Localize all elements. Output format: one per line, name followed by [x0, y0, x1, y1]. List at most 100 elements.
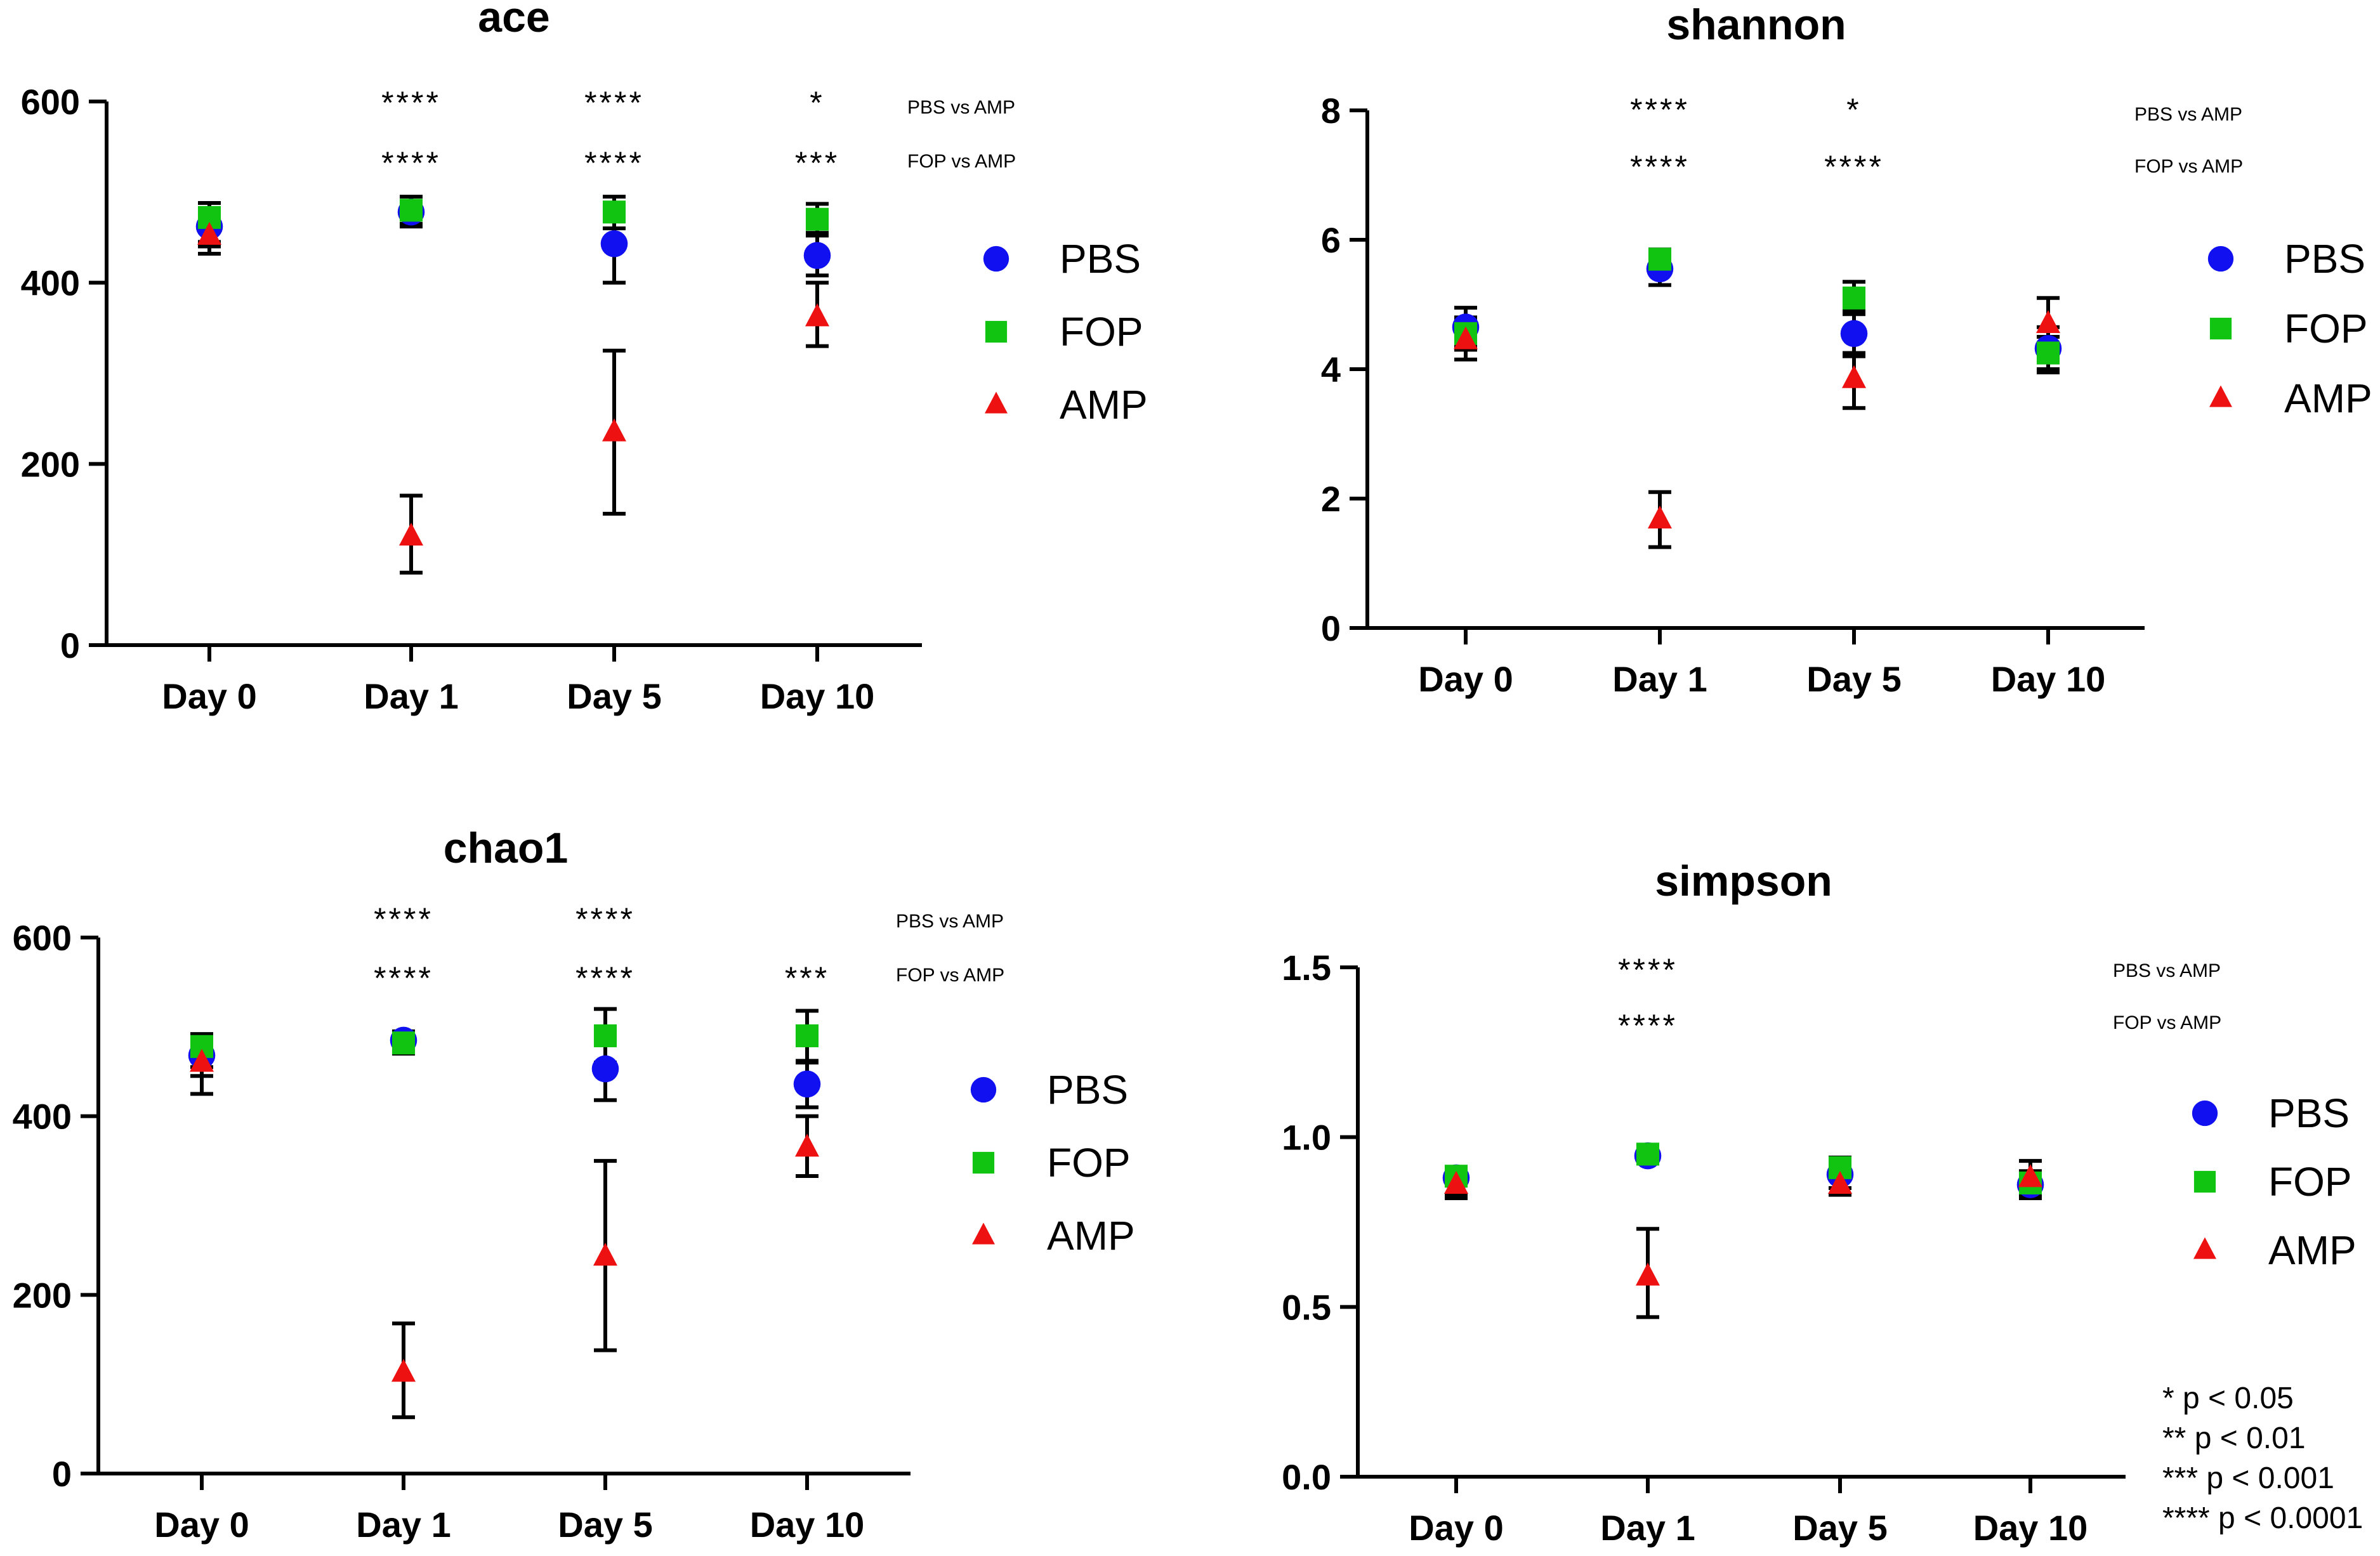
y-tick-label: 1.5: [1282, 948, 1331, 988]
legend-marker-pbs: [2207, 245, 2234, 272]
data-point-amp: [805, 303, 829, 327]
legend-marker-fop: [2193, 1170, 2216, 1193]
y-tick-label: 400: [13, 1097, 72, 1137]
x-tick-label: Day 5: [558, 1505, 652, 1545]
comparison-label: FOP vs AMP: [2134, 156, 2243, 177]
significance-mark: ***: [785, 960, 829, 996]
legend-marker-fop: [972, 1151, 995, 1174]
x-tick-label: Day 1: [1600, 1508, 1695, 1548]
data-point-fop: [1648, 247, 1672, 271]
legend-label: AMP: [1060, 382, 1148, 428]
y-tick-label: 600: [21, 82, 80, 122]
footnote-line: * p < 0.05: [2162, 1382, 2294, 1415]
legend-label: AMP: [1047, 1213, 1135, 1259]
data-point-amp: [1648, 505, 1672, 529]
significance-mark: ****: [381, 85, 441, 121]
data-point-amp: [593, 1243, 617, 1266]
data-point-amp: [2036, 310, 2060, 334]
legend-marker-amp: [2193, 1237, 2216, 1259]
comparison-label: PBS vs AMP: [2113, 960, 2221, 981]
y-tick-label: 0: [1321, 608, 1341, 648]
comparison-label: FOP vs AMP: [896, 965, 1004, 986]
y-tick-label: 1.0: [1282, 1118, 1331, 1158]
legend-label: PBS: [2284, 236, 2365, 282]
data-point-amp: [602, 418, 626, 441]
data-point-amp: [795, 1134, 819, 1157]
significance-mark: ****: [1618, 952, 1678, 988]
data-point-amp: [1842, 365, 1866, 388]
data-point-pbs: [600, 230, 628, 258]
y-tick-label: 0: [52, 1454, 72, 1494]
significance-mark: ****: [1824, 149, 1884, 185]
y-tick-label: 0.0: [1282, 1457, 1331, 1497]
significance-mark: ****: [381, 145, 441, 181]
x-tick-label: Day 0: [162, 676, 256, 716]
data-point-fop: [1636, 1142, 1660, 1166]
data-point-fop: [805, 207, 829, 231]
footnote-line: **** p < 0.0001: [2162, 1501, 2363, 1535]
legend-label: PBS: [1047, 1067, 1128, 1113]
x-tick-label: Day 1: [356, 1505, 450, 1545]
comparison-label: FOP vs AMP: [907, 151, 1016, 172]
y-tick-label: 0: [60, 625, 80, 665]
data-point-pbs: [793, 1070, 821, 1098]
x-tick-label: Day 10: [760, 676, 875, 716]
comparison-label: FOP vs AMP: [2113, 1012, 2221, 1033]
legend-label: AMP: [2284, 376, 2372, 421]
y-tick-label: 4: [1321, 350, 1341, 389]
legend-label: PBS: [1060, 236, 1141, 282]
legend-marker-pbs: [2192, 1100, 2218, 1127]
significance-mark: ****: [374, 901, 433, 937]
x-tick-label: Day 10: [1973, 1508, 2088, 1548]
legend-label: FOP: [1060, 309, 1143, 355]
significance-mark: ***: [795, 145, 839, 181]
y-tick-label: 400: [21, 263, 80, 303]
y-tick-label: 8: [1321, 91, 1341, 131]
significance-mark: ****: [374, 960, 433, 996]
legend-label: PBS: [2268, 1090, 2350, 1136]
legend-label: FOP: [2268, 1159, 2352, 1205]
y-tick-label: 600: [13, 918, 72, 958]
data-point-fop: [391, 1031, 416, 1055]
comparison-label: PBS vs AMP: [896, 911, 1004, 932]
x-tick-label: Day 5: [1806, 659, 1901, 699]
significance-mark: *: [1846, 92, 1861, 127]
x-tick-label: Day 1: [1612, 659, 1707, 699]
data-point-fop: [1842, 286, 1866, 310]
significance-mark: ****: [1630, 149, 1690, 185]
x-tick-label: Day 5: [567, 676, 661, 716]
legend-label: AMP: [2268, 1227, 2357, 1273]
data-point-fop: [602, 200, 626, 224]
simpson-panel: simpson 0.0 0.5 1.0 1.5 Day 0 Day 1 Day 5 Day 10…: [1282, 857, 2357, 1548]
chart-title: ace: [478, 0, 549, 41]
y-tick-label: 0.5: [1282, 1287, 1331, 1327]
significance-mark: ****: [584, 85, 644, 121]
data-point-fop: [593, 1024, 617, 1047]
x-tick-label: Day 10: [1991, 659, 2106, 699]
y-tick-label: 200: [13, 1275, 72, 1315]
legend-label: FOP: [1047, 1140, 1131, 1186]
comparison-label: PBS vs AMP: [2134, 104, 2242, 125]
data-point-amp: [1828, 1170, 1852, 1194]
legend-marker-fop: [985, 320, 1008, 343]
footnote-line: *** p < 0.001: [2162, 1461, 2334, 1495]
data-point-amp: [190, 1049, 214, 1072]
legend-marker-fop: [2209, 317, 2232, 340]
x-tick-label: Day 0: [1409, 1508, 1503, 1548]
data-point-pbs: [803, 242, 831, 270]
data-point-amp: [1636, 1262, 1660, 1286]
data-point-amp: [1444, 1170, 1468, 1194]
significance-mark: *: [810, 85, 824, 121]
legend-marker-amp: [985, 391, 1008, 414]
footnote-line: ** p < 0.01: [2162, 1422, 2306, 1455]
x-tick-label: Day 10: [750, 1505, 865, 1545]
data-point-fop: [399, 199, 423, 222]
data-point-amp: [1454, 326, 1478, 350]
legend-marker-amp: [972, 1222, 995, 1245]
x-tick-label: Day 1: [364, 676, 458, 716]
